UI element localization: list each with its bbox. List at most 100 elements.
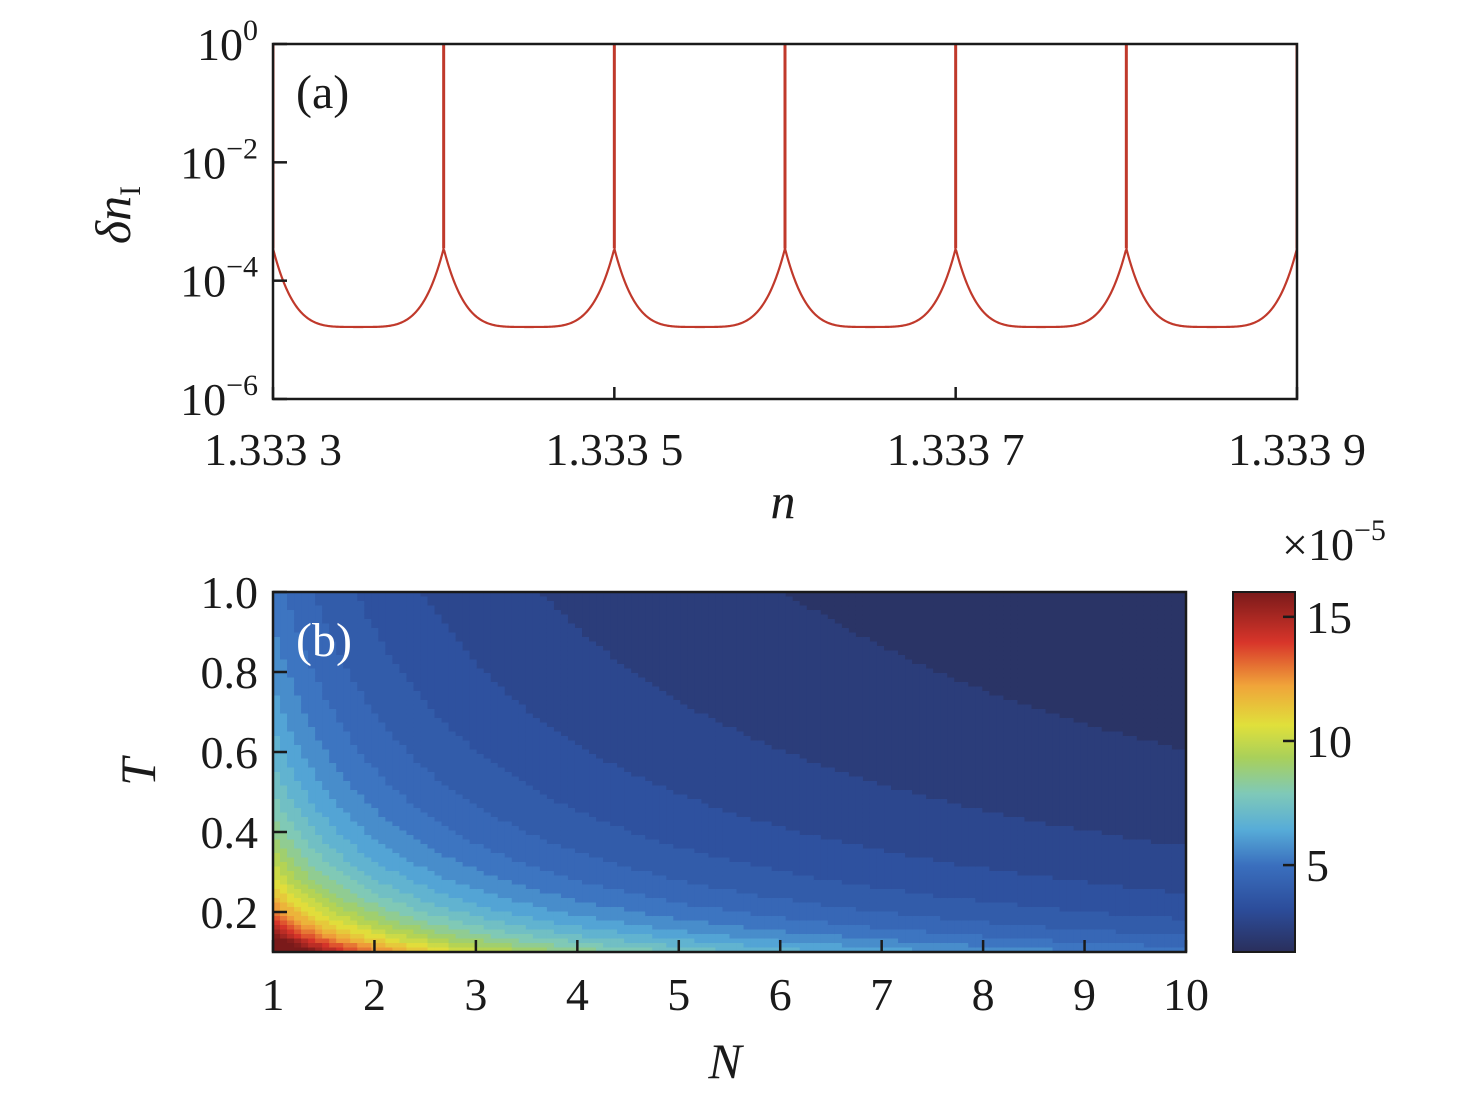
heatmap-cell <box>560 934 569 940</box>
heatmap-cell <box>364 916 372 922</box>
heatmap-cell <box>455 740 464 746</box>
heatmap-cell <box>462 659 471 665</box>
heatmap-cell <box>553 781 562 787</box>
heatmap-cell <box>567 826 576 832</box>
heatmap-cell <box>539 911 548 917</box>
heatmap-cell <box>371 839 379 845</box>
heatmap-cell <box>476 794 485 800</box>
heatmap-cell <box>504 839 513 845</box>
heatmap-cell <box>350 803 358 809</box>
heatmap-cell <box>413 794 422 800</box>
heatmap-cell <box>287 790 295 796</box>
heatmap-cell <box>385 866 393 872</box>
heatmap-cell <box>701 920 710 926</box>
heatmap-cell <box>427 875 436 881</box>
heatmap-cell <box>273 844 281 850</box>
heatmap-cell <box>357 731 365 737</box>
heatmap-cell <box>378 902 386 908</box>
heatmap-cell <box>610 889 618 895</box>
heatmap-cell <box>448 826 457 832</box>
heatmap-cell <box>539 632 548 638</box>
heatmap-cell <box>455 835 464 841</box>
heatmap-cell <box>567 745 576 751</box>
heatmap-cell <box>624 749 632 755</box>
heatmap-cell <box>273 718 281 724</box>
heatmap-cell <box>483 632 492 638</box>
heatmap-cell <box>596 898 604 904</box>
heatmap-cell <box>336 826 344 832</box>
heatmap-cell <box>687 695 695 701</box>
heatmap-cell <box>539 880 548 886</box>
heatmap-cell <box>287 691 295 697</box>
heatmap-cell <box>483 628 492 634</box>
heatmap-cell <box>455 659 464 665</box>
heatmap-cell <box>546 641 555 647</box>
heatmap-cell <box>694 817 702 823</box>
heatmap-cell <box>315 907 323 913</box>
heatmap-cell <box>364 880 372 886</box>
heatmap-cell <box>582 727 590 733</box>
heatmap-cell <box>483 623 492 629</box>
heatmap-cell <box>511 862 520 868</box>
heatmap-cell <box>560 862 569 868</box>
heatmap-cell <box>280 938 288 944</box>
heatmap-cell <box>504 938 513 944</box>
heatmap-cell <box>631 709 639 715</box>
heatmap-cell <box>462 925 471 931</box>
heatmap-cell <box>476 920 485 926</box>
heatmap-cell <box>280 781 288 787</box>
heatmap-cell <box>483 619 492 625</box>
heatmap-cell <box>574 754 583 760</box>
heatmap-cell <box>385 736 393 742</box>
heatmap-cell <box>504 668 513 674</box>
heatmap-cell <box>673 695 681 701</box>
heatmap-cell <box>413 709 422 715</box>
heatmap-cell <box>617 866 625 872</box>
heatmap-cell <box>406 794 415 800</box>
heatmap-cell <box>287 646 295 652</box>
heatmap-cell <box>462 601 471 607</box>
heatmap-cell <box>687 799 695 805</box>
heatmap-cell <box>567 740 576 746</box>
heatmap-cell <box>567 704 576 710</box>
heatmap-cell <box>610 880 618 886</box>
heatmap-cell <box>518 803 527 809</box>
heatmap-cell <box>525 893 534 899</box>
heatmap-cell <box>469 605 478 611</box>
heatmap-cell <box>596 695 604 701</box>
heatmap-cell <box>497 925 506 931</box>
heatmap-cell <box>287 781 295 787</box>
heatmap-cell <box>694 659 702 665</box>
heatmap-cell <box>687 659 695 665</box>
heatmap-cell <box>518 713 527 719</box>
heatmap-cell <box>378 880 386 886</box>
heatmap-cell <box>511 929 520 935</box>
heatmap-cell <box>406 857 415 863</box>
heatmap-cell <box>687 934 695 940</box>
heatmap-cell <box>701 880 710 886</box>
heatmap-cell <box>364 857 372 863</box>
heatmap-cell <box>553 659 562 665</box>
heatmap-cell <box>680 628 688 634</box>
heatmap-cell <box>603 736 611 742</box>
heatmap-cell <box>701 808 710 814</box>
heatmap-cell <box>694 623 702 629</box>
heatmap-cell <box>596 700 604 706</box>
heatmap-cell <box>308 731 316 737</box>
heatmap-cell <box>308 592 316 598</box>
heatmap-cell <box>462 758 471 764</box>
heatmap-cell <box>532 745 541 751</box>
heatmap-cell <box>273 767 281 773</box>
heatmap-cell <box>511 596 520 602</box>
heatmap-cell <box>546 682 555 688</box>
heatmap-cell <box>476 758 485 764</box>
heatmap-cell <box>546 884 555 890</box>
heatmap-cell <box>273 650 281 656</box>
heatmap-cell <box>322 718 330 724</box>
heatmap-cell <box>322 691 330 697</box>
heatmap-cell <box>560 772 569 778</box>
heatmap-cell <box>589 718 597 724</box>
heatmap-cell <box>589 785 597 791</box>
heatmap-cell <box>546 754 555 760</box>
heatmap-cell <box>518 866 527 872</box>
